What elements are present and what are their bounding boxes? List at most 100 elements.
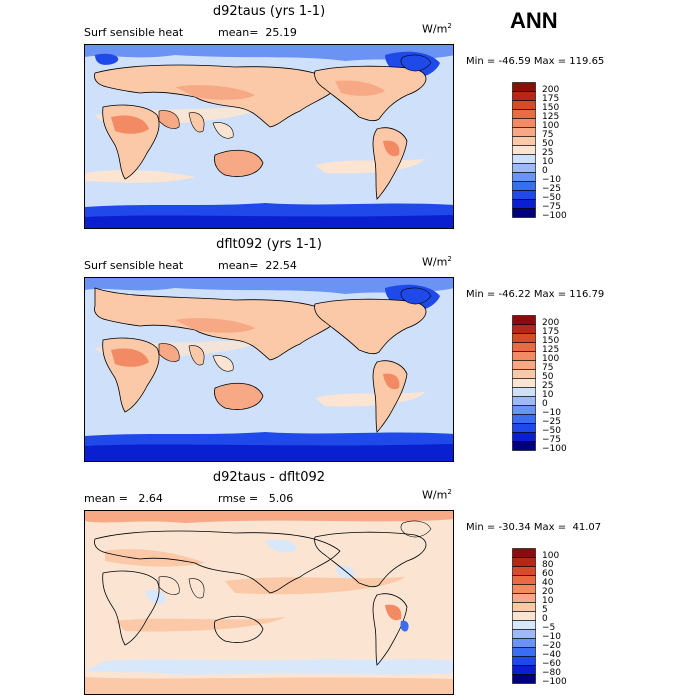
colorbar-swatch xyxy=(512,441,536,451)
colorbar-swatch xyxy=(512,593,536,603)
panel-3-cbar-label: 60 xyxy=(542,569,554,579)
panel-2-cbar-label: 0 xyxy=(542,399,548,409)
colorbar-swatch xyxy=(512,423,536,433)
panel-3-cbar-label: −100 xyxy=(542,677,567,687)
panel-1-cbar-label: 100 xyxy=(542,121,560,131)
colorbar-swatch xyxy=(512,369,536,379)
colorbar-swatch xyxy=(512,647,536,657)
panel-3-minmax: Min = -30.34 Max = 41.07 xyxy=(466,522,602,533)
panel-3-cbar-label: 40 xyxy=(542,578,554,588)
panel-1-map xyxy=(84,44,454,229)
panel-2-cbar-label: 175 xyxy=(542,327,560,337)
panel-3-cbar-label: 0 xyxy=(542,614,548,624)
colorbar-swatch xyxy=(512,575,536,585)
panel-3-cbar-label: −20 xyxy=(542,641,561,651)
panel-3-map xyxy=(84,510,454,695)
panel-2-title: dflt092 (yrs 1-1) xyxy=(216,237,322,252)
panel-1-minmax: Min = -46.59 Max = 119.65 xyxy=(466,56,605,67)
colorbar-swatch xyxy=(512,360,536,370)
colorbar-swatch xyxy=(512,432,536,442)
colorbar-swatch xyxy=(512,351,536,361)
panel-3-cbar-label: −80 xyxy=(542,668,561,678)
colorbar-swatch xyxy=(512,208,536,218)
panel-2-map xyxy=(84,277,454,462)
colorbar-swatch xyxy=(512,109,536,119)
colorbar-swatch xyxy=(512,118,536,128)
colorbar-swatch xyxy=(512,172,536,182)
colorbar-swatch xyxy=(512,611,536,621)
panel-3-title: d92taus - dflt092 xyxy=(212,470,326,485)
panel-3-cbar-label: −60 xyxy=(542,659,561,669)
panel-3-cbar-label: −40 xyxy=(542,650,561,660)
panel-1-cbar-label: 75 xyxy=(542,130,554,140)
colorbar-swatch xyxy=(512,127,536,137)
panel-2-cbar-label: 125 xyxy=(542,345,560,355)
colorbar-swatch xyxy=(512,548,536,558)
colorbar-swatch xyxy=(512,378,536,388)
panel-3-units: W/m2 xyxy=(422,488,452,502)
colorbar-swatch xyxy=(512,557,536,567)
colorbar-swatch xyxy=(512,199,536,209)
colorbar-swatch xyxy=(512,665,536,675)
colorbar-swatch xyxy=(512,91,536,101)
colorbar-swatch xyxy=(512,656,536,666)
panel-1-colorbar-swatches xyxy=(512,82,536,218)
colorbar-swatch xyxy=(512,136,536,146)
panel-2-cbar-label: −25 xyxy=(542,417,561,427)
panel-2-cbar-label: 10 xyxy=(542,390,554,400)
panel-1-cbar-label: 150 xyxy=(542,103,560,113)
panel-1-cbar-label: −50 xyxy=(542,193,561,203)
panel-1-cbar-label: 200 xyxy=(542,85,560,95)
panel-1-cbar-label: −25 xyxy=(542,184,561,194)
panel-3-map-svg xyxy=(85,511,453,694)
panel-2-cbar-label: 50 xyxy=(542,372,554,382)
panel-1-mean: mean= 25.19 xyxy=(218,26,297,39)
panel-2-cbar-label: 75 xyxy=(542,363,554,373)
panel-1-cbar-label: 0 xyxy=(542,166,548,176)
colorbar-swatch xyxy=(512,190,536,200)
panel-2-cbar-label: 200 xyxy=(542,318,560,328)
colorbar-swatch xyxy=(512,387,536,397)
panel-1-cbar-label: 50 xyxy=(542,139,554,149)
colorbar-swatch xyxy=(512,584,536,594)
colorbar-swatch xyxy=(512,181,536,191)
colorbar-swatch xyxy=(512,145,536,155)
panel-3-rmse: rmse = 5.06 xyxy=(218,492,294,505)
colorbar-swatch xyxy=(512,629,536,639)
panel-3-cbar-label: 20 xyxy=(542,587,554,597)
colorbar-swatch xyxy=(512,333,536,343)
colorbar-swatch xyxy=(512,620,536,630)
panel-1-cbar-label: 125 xyxy=(542,112,560,122)
panel-3-cbar-label: 100 xyxy=(542,551,560,561)
panel-1-field-label: Surf sensible heat xyxy=(84,26,184,39)
panel-1-map-svg xyxy=(85,45,453,228)
colorbar-swatch xyxy=(512,163,536,173)
colorbar-swatch xyxy=(512,405,536,415)
panel-1-cbar-label: 10 xyxy=(542,157,554,167)
panel-3-cbar-label: −5 xyxy=(542,623,556,633)
panel-1-units: W/m2 xyxy=(422,22,452,36)
colorbar-swatch xyxy=(512,414,536,424)
panel-2-units: W/m2 xyxy=(422,255,452,269)
colorbar-swatch xyxy=(512,82,536,92)
colorbar-swatch xyxy=(512,324,536,334)
colorbar-swatch xyxy=(512,638,536,648)
panel-2-cbar-label: 100 xyxy=(542,354,560,364)
panel-2-cbar-label: −75 xyxy=(542,435,561,445)
panel-2-cbar-label: −10 xyxy=(542,408,561,418)
colorbar-swatch xyxy=(512,342,536,352)
panel-3-cbar-label: −10 xyxy=(542,632,561,642)
panel-1-cbar-label: 175 xyxy=(542,94,560,104)
colorbar-swatch xyxy=(512,674,536,684)
panel-1-cbar-label: −75 xyxy=(542,202,561,212)
panel-2-map-svg xyxy=(85,278,453,461)
panel-3-cbar-label: 5 xyxy=(542,605,548,615)
panel-2-cbar-label: 150 xyxy=(542,336,560,346)
panel-2-field-label: Surf sensible heat xyxy=(84,259,184,272)
colorbar-swatch xyxy=(512,100,536,110)
panel-2-cbar-label: −100 xyxy=(542,444,567,454)
panel-1-cbar-label: −10 xyxy=(542,175,561,185)
panel-2-cbar-label: 25 xyxy=(542,381,554,391)
colorbar-swatch xyxy=(512,154,536,164)
panel-3-cbar-label: 80 xyxy=(542,560,554,570)
